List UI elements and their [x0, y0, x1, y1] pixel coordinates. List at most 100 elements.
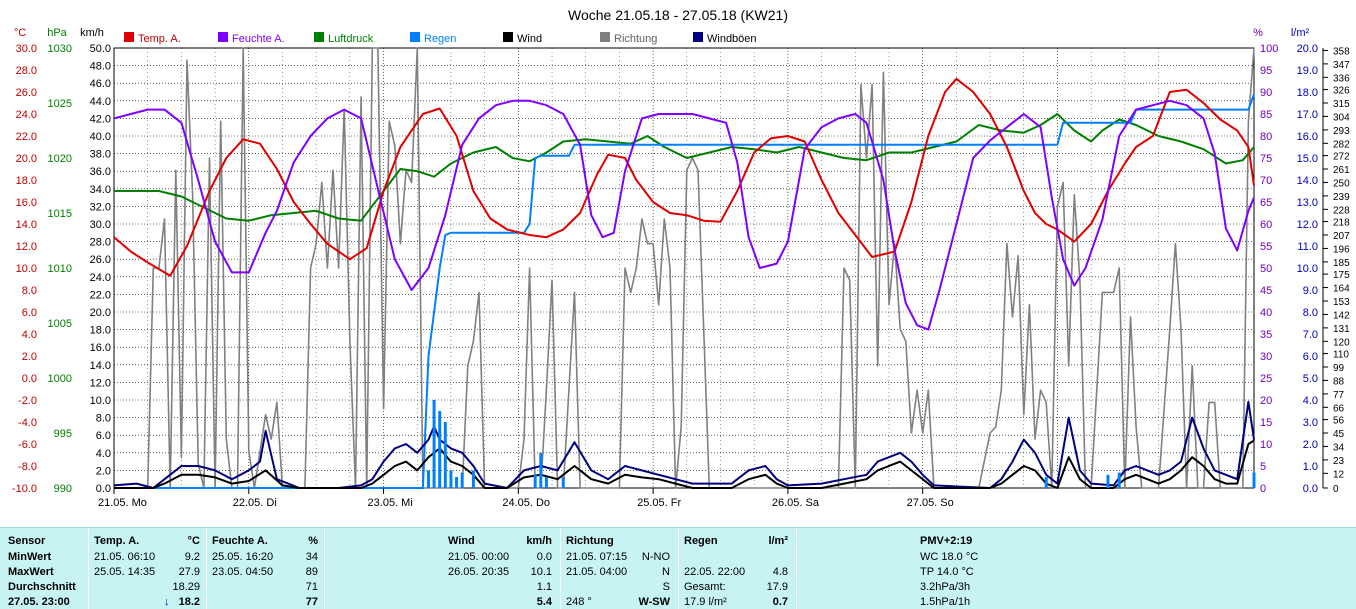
direction-tick: 336 [1333, 73, 1350, 84]
chart-legend: Temp. A. Feuchte A. Luftdruck Regen Wind Rich… [124, 32, 757, 45]
x-tick-label: 24.05. Do [502, 497, 550, 509]
pressure-tick: 1020 [48, 153, 72, 165]
direction-tick: 23 [1333, 456, 1345, 467]
humidity-tick: 30 [1260, 351, 1272, 363]
temp-time: 21.05. 06:10 [94, 551, 156, 563]
temp-tick: 26.0 [16, 87, 37, 99]
direction-tick: 164 [1333, 284, 1350, 295]
pmv-value: WC 18.0 °C [920, 551, 979, 563]
row-label: MinWert [8, 551, 52, 563]
rain-tick: 16.0 [1297, 131, 1318, 143]
wind-tick: 26.0 [90, 254, 111, 266]
header-pmv: PMV+2:19 [920, 535, 973, 547]
direction-tick: 99 [1333, 363, 1345, 374]
direction-tick: 228 [1333, 205, 1350, 216]
temp-tick: 0.0 [22, 373, 37, 385]
rain-tick: 13.0 [1297, 197, 1318, 209]
rain-bar [1106, 474, 1110, 488]
wind-tick: 4.0 [96, 448, 111, 460]
direction-tick: 120 [1333, 337, 1350, 348]
direction-tick: 175 [1333, 270, 1350, 281]
temp-value: 27.9 [178, 566, 200, 578]
wind-tick: 32.0 [90, 201, 111, 213]
rain-time: 17.9 l/m² [684, 596, 727, 608]
legend-swatch [314, 32, 324, 42]
direction-tick: 142 [1333, 310, 1350, 321]
direction-tick: 45 [1333, 429, 1345, 440]
rain-bar [533, 474, 537, 488]
legend-swatch [600, 32, 610, 42]
direction-tick: 293 [1333, 126, 1350, 137]
humidity-value: 34 [305, 551, 318, 563]
rain-tick: 10.0 [1297, 263, 1318, 275]
rain-tick: 9.0 [1303, 285, 1318, 297]
temp-tick: -4.0 [18, 417, 37, 429]
rain-tick: 5.0 [1303, 373, 1318, 385]
x-axis-labels: 21.05. Mo 22.05. Di 23.05. Mi 24.05. Do 25.0… [98, 488, 954, 509]
series-feuchte-a- [113, 99, 1255, 331]
rain-tick: 17.0 [1297, 109, 1318, 121]
temp-tick: 12.0 [16, 241, 37, 253]
temp-value: 18.2 [178, 596, 200, 608]
x-tick-label: 22.05. Di [233, 497, 277, 509]
wind-value: 10.1 [530, 566, 552, 578]
humidity-tick: 60 [1260, 219, 1272, 231]
row-label: MaxWert [8, 566, 54, 578]
direction-tick: 272 [1333, 152, 1350, 163]
series-regen [114, 93, 1255, 489]
direction-tick: 315 [1333, 99, 1350, 110]
direction-tick: 77 [1333, 390, 1345, 401]
temp-tick: 20.0 [16, 153, 37, 165]
wind-tick: 38.0 [90, 149, 111, 161]
chart-title: Woche 21.05.18 - 27.05.18 (KW21) [568, 7, 788, 23]
humidity-tick: 50 [1260, 263, 1272, 275]
humidity-tick: 75 [1260, 153, 1272, 165]
humidity-tick: 35 [1260, 329, 1272, 341]
header-rain: Regen [684, 535, 718, 547]
humidity-tick: 90 [1260, 87, 1272, 99]
wind-tick: 22.0 [90, 289, 111, 301]
temp-trend-arrow-icon: ↓ [164, 596, 170, 608]
x-tick-label: 23.05. Mi [368, 497, 413, 509]
temp-tick: 30.0 [16, 43, 37, 55]
wind-tick: 6.0 [96, 430, 111, 442]
rain-time: 22.05. 22:00 [684, 566, 746, 578]
series-temp-a- [113, 77, 1255, 277]
temp-value: 18.29 [172, 581, 200, 593]
statistics-panel: Sensor Temp. A. °C Feuchte A. % Wind km/… [0, 527, 1356, 609]
temp-tick: 24.0 [16, 109, 37, 121]
rain-bar [443, 422, 447, 488]
pressure-tick: 1010 [48, 263, 72, 275]
rain-tick: 7.0 [1303, 329, 1318, 341]
humidity-tick: 15 [1260, 417, 1272, 429]
pressure-tick: 1005 [48, 318, 72, 330]
humidity-tick: 65 [1260, 197, 1272, 209]
rain-tick: 15.0 [1297, 153, 1318, 165]
direction-tick: 304 [1333, 112, 1350, 123]
legend-swatch [124, 32, 134, 42]
pmv-value: 1.5hPa/1h [920, 596, 971, 608]
rain-bar [449, 470, 453, 488]
rain-tick: 19.0 [1297, 65, 1318, 77]
humidity-tick: 85 [1260, 109, 1272, 121]
direction-tick: 0 [1333, 484, 1339, 495]
legend-label: Luftdruck [328, 33, 374, 45]
temp-tick: -10.0 [12, 483, 37, 495]
temp-tick: 14.0 [16, 219, 37, 231]
direction-tick: 347 [1333, 60, 1350, 71]
humidity-value: 77 [305, 596, 318, 608]
rain-tick: 6.0 [1303, 351, 1318, 363]
temp-time: 25.05. 14:35 [94, 566, 156, 578]
pressure-tick: 990 [54, 483, 72, 495]
wind-tick: 46.0 [90, 78, 111, 90]
wind-tick: 42.0 [90, 113, 111, 125]
direction-time: 21.05. 04:00 [566, 566, 628, 578]
wind-tick: 10.0 [90, 395, 111, 407]
header-direction: Richtung [566, 535, 614, 547]
header-wind-unit: km/h [526, 535, 552, 547]
wind-tick: 30.0 [90, 219, 111, 231]
pressure-tick: 1025 [48, 98, 72, 110]
direction-tick: 218 [1333, 218, 1350, 229]
rain-bar [460, 472, 464, 488]
direction-tick: 326 [1333, 86, 1350, 97]
